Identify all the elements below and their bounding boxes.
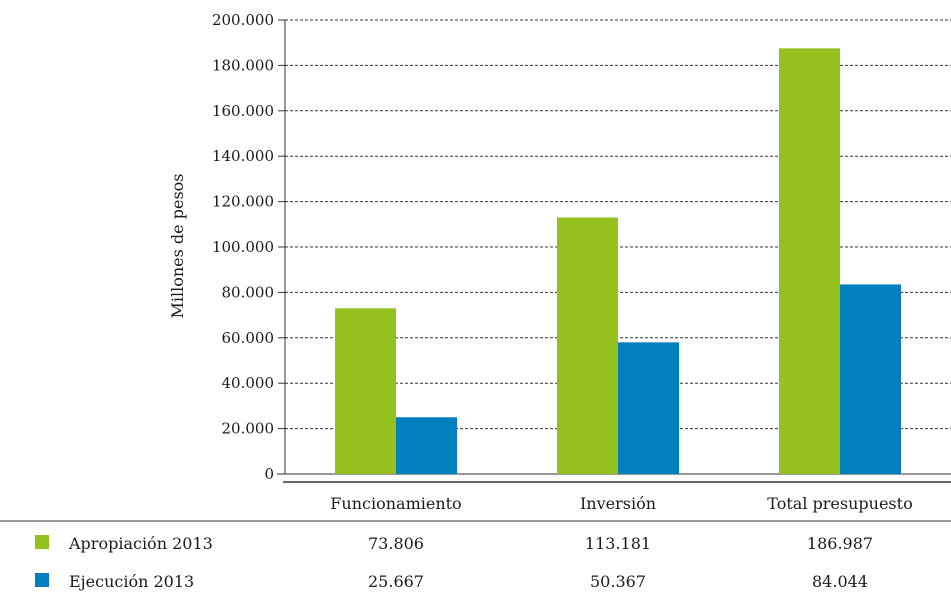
legend-swatch (35, 573, 49, 587)
y-tick-label: 200.000 (212, 11, 274, 29)
bar-ejecucion (396, 417, 457, 474)
labels: 0 20.000 40.000 60.000 80.000 100.000 120.000 1… (35, 11, 913, 591)
y-axis-title: Millones de pesos (168, 174, 187, 319)
y-tick-label: 60.000 (222, 329, 275, 347)
table-cell-value: 50.367 (590, 572, 646, 591)
y-tick-label: 180.000 (212, 56, 274, 74)
table-cell-value: 73.806 (368, 534, 424, 553)
bar-ejecucion (618, 342, 679, 474)
y-tick-label: 40.000 (222, 374, 275, 392)
y-tick-label: 140.000 (212, 147, 274, 165)
legend-label: Apropiación 2013 (68, 534, 213, 553)
legend-swatch (35, 535, 49, 549)
bar-apropiacion (779, 48, 840, 474)
bars (335, 48, 901, 475)
y-tick-label: 80.000 (222, 283, 275, 301)
table-cell-value: 113.181 (585, 534, 651, 553)
table-cell-value: 84.044 (812, 572, 868, 591)
category-label: Inversión (580, 494, 656, 513)
y-tick-label: 160.000 (212, 102, 274, 120)
category-label: Total presupuesto (767, 494, 912, 513)
y-tick-label: 100.000 (212, 238, 274, 256)
table-cell-value: 25.667 (368, 572, 424, 591)
bar-apropiacion (557, 217, 618, 475)
bar-apropiacion (335, 308, 396, 474)
legend-label: Ejecución 2013 (69, 572, 194, 591)
bar-ejecucion (840, 284, 901, 474)
category-label: Funcionamiento (330, 494, 461, 513)
y-tick-label: 120.000 (212, 193, 274, 211)
y-tick-label: 0 (264, 465, 274, 483)
y-tick-label: 20.000 (222, 420, 275, 438)
table-cell-value: 186.987 (807, 534, 873, 553)
